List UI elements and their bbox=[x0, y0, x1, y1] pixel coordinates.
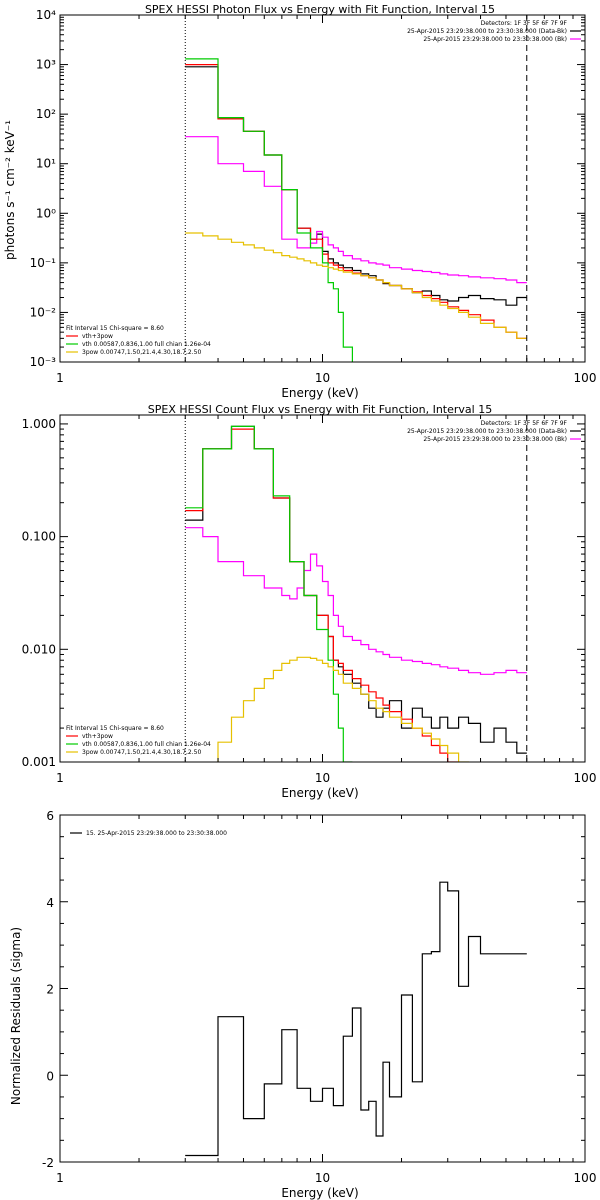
series-line-4 bbox=[185, 232, 527, 339]
y-tick-label: 0.010 bbox=[22, 642, 56, 656]
legend-entry: vth+3pow bbox=[82, 333, 113, 340]
plot-area: 1 10 100 0.001 0.010 0.100 1.000 Detectors: 1F … bbox=[22, 414, 597, 785]
series-line-3 bbox=[185, 58, 353, 362]
legend-entry: 25-Apr-2015 23:29:38.000 to 23:30:38.000… bbox=[407, 428, 567, 435]
series-line-4 bbox=[217, 656, 470, 762]
legend-entry: 25-Apr-2015 23:29:38.000 to 23:30:38.000… bbox=[423, 436, 567, 443]
series-group bbox=[185, 425, 527, 762]
x-tick-label: 10 bbox=[315, 1171, 330, 1185]
y-axis-label: Normalized Residuals (sigma) bbox=[9, 927, 23, 1105]
photon-flux-panel: SPEX HESSI Photon Flux vs Energy with Fi… bbox=[3, 3, 596, 400]
y-axis-label: photons s⁻¹ cm⁻² keV⁻¹ bbox=[3, 120, 17, 260]
series-line-1 bbox=[185, 136, 527, 284]
legend-entry: vth 0.00587,0.836,1.00 full chian 1.26e-… bbox=[82, 341, 211, 348]
x-tick-label: 10 bbox=[315, 371, 330, 385]
series-line-2 bbox=[185, 428, 459, 762]
series-group bbox=[185, 58, 527, 362]
x-tick-label: 1 bbox=[56, 371, 64, 385]
legend-entry: 3pow 0.00747,1.50,21.4,4.30,18.7,2.50 bbox=[82, 749, 201, 756]
plot-area: 1 10 100 -2 0 2 4 6 15. 25-Apr-2015 23:29:38.000… bbox=[42, 809, 596, 1185]
series-line-1 bbox=[185, 527, 527, 675]
x-tick-label: 1 bbox=[56, 1171, 64, 1185]
series-line-3 bbox=[185, 425, 353, 762]
series-line-0 bbox=[185, 881, 527, 1157]
chart-title: SPEX HESSI Count Flux vs Energy with Fit… bbox=[148, 403, 492, 416]
legend-entry: 25-Apr-2015 23:29:38.000 to 23:30:38.000… bbox=[423, 36, 567, 43]
plot-frame bbox=[59, 14, 586, 363]
x-tick-label: 10 bbox=[315, 771, 330, 785]
series-line-0 bbox=[185, 66, 527, 306]
y-tick-label: 4 bbox=[46, 896, 54, 910]
plot-frame bbox=[59, 414, 586, 763]
plot-frame bbox=[59, 814, 586, 1163]
plot-area: 1 10 100 10⁻³ 10⁻² 10⁻¹ 10⁰ 10¹ 10² 10³ 10⁴ Detecto… bbox=[30, 8, 597, 385]
residuals-panel: Energy (keV) Normalized Residuals (sigma… bbox=[9, 809, 596, 1200]
y-tick-label: 1.000 bbox=[22, 417, 56, 431]
legend-entry: vth+3pow bbox=[82, 733, 113, 740]
legend-entry: Fit Interval 15 Chi-square = 8.60 bbox=[66, 725, 164, 732]
legend-entry: 3pow 0.00747,1.50,21.4,4.30,18.7,2.50 bbox=[82, 349, 201, 356]
y-tick-label: 0 bbox=[46, 1069, 54, 1083]
y-tick-label: 2 bbox=[46, 983, 54, 997]
x-tick-label: 100 bbox=[574, 371, 597, 385]
x-axis-label: Energy (keV) bbox=[281, 1186, 358, 1200]
legend-entry: 15. 25-Apr-2015 23:29:38.000 to 23:30:38… bbox=[86, 830, 227, 837]
x-axis-label: Energy (keV) bbox=[281, 386, 358, 400]
series-line-0 bbox=[185, 425, 527, 754]
y-tick-label: 10⁴ bbox=[36, 8, 56, 22]
y-tick-label: 6 bbox=[46, 809, 54, 823]
y-tick-label: 10¹ bbox=[36, 157, 56, 171]
x-axis-label: Energy (keV) bbox=[281, 786, 358, 800]
legend-entry: Detectors: 1F 3F 5F 6F 7F 9F bbox=[481, 20, 568, 27]
legend-entry: Fit Interval 15 Chi-square = 8.60 bbox=[66, 325, 164, 332]
y-tick-label: -2 bbox=[42, 1156, 54, 1170]
chart-title: SPEX HESSI Photon Flux vs Energy with Fi… bbox=[145, 3, 495, 16]
x-tick-label: 100 bbox=[574, 1171, 597, 1185]
legend-entry: vth 0.00587,0.836,1.00 full chian 1.26e-… bbox=[82, 741, 211, 748]
x-tick-label: 100 bbox=[574, 771, 597, 785]
y-tick-label: 10³ bbox=[36, 58, 56, 72]
y-tick-label: 10⁰ bbox=[36, 206, 56, 220]
y-tick-label: 10⁻¹ bbox=[30, 256, 57, 270]
x-tick-label: 1 bbox=[56, 771, 64, 785]
series-group bbox=[185, 881, 527, 1157]
legend-entry: Detectors: 1F 3F 5F 6F 7F 9F bbox=[481, 420, 568, 427]
y-tick-label: 10⁻³ bbox=[30, 355, 57, 369]
y-tick-label: 0.100 bbox=[22, 530, 56, 544]
y-tick-label: 10⁻² bbox=[30, 305, 57, 319]
count-flux-panel: SPEX HESSI Count Flux vs Energy with Fit… bbox=[22, 403, 597, 800]
y-tick-label: 10² bbox=[36, 107, 56, 121]
y-tick-label: 0.001 bbox=[22, 755, 56, 769]
legend-entry: 25-Apr-2015 23:29:38.000 to 23:30:38.000… bbox=[407, 28, 567, 35]
series-line-2 bbox=[185, 63, 527, 339]
